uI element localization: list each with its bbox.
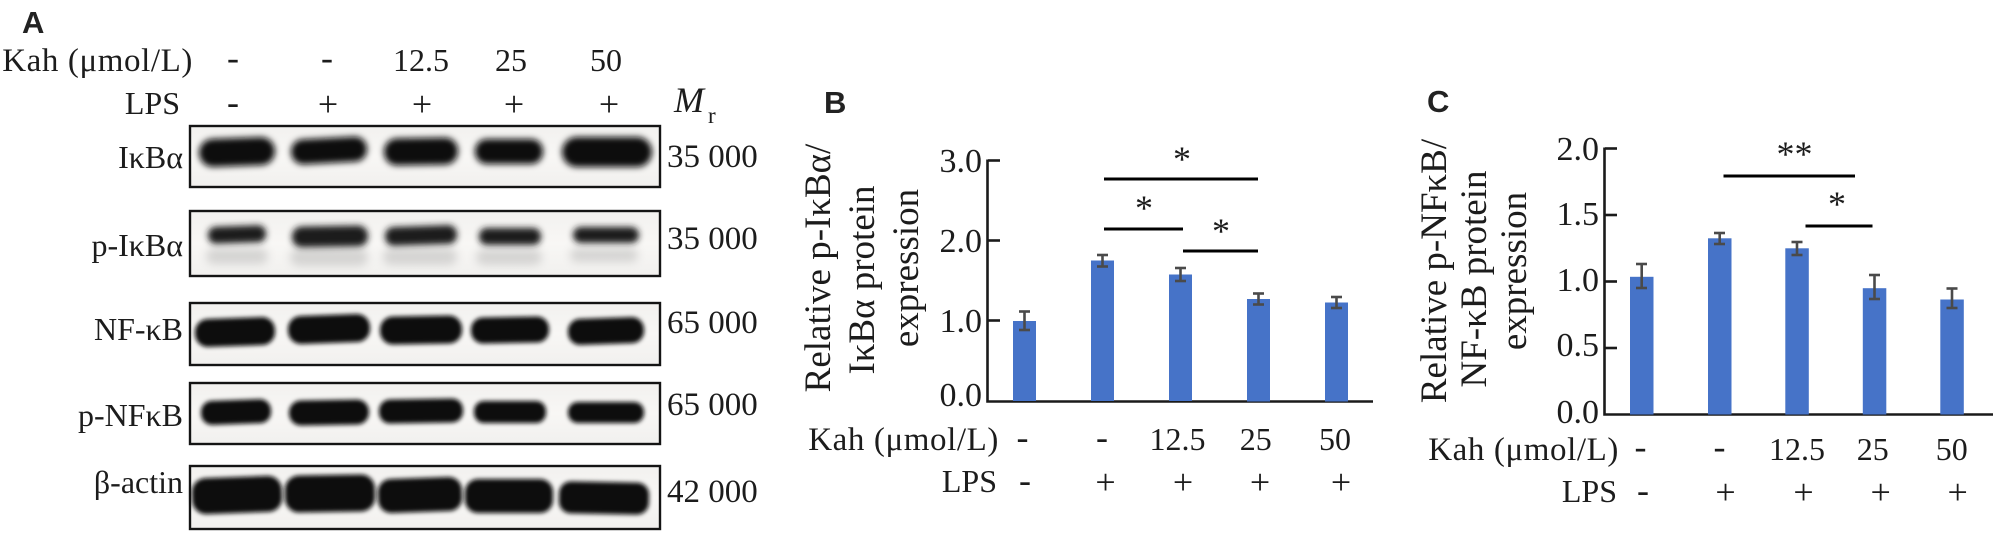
svg-text:-: - <box>1019 460 1031 500</box>
svg-text:12.5: 12.5 <box>1769 431 1825 467</box>
svg-text:25: 25 <box>1857 431 1889 467</box>
svg-text:1.0: 1.0 <box>1557 262 1600 299</box>
svg-text:3.0: 3.0 <box>940 143 983 180</box>
svg-text:0.0: 0.0 <box>940 377 983 414</box>
svg-text:+: + <box>1948 472 1968 512</box>
svg-text:Relative p-NFκB/: Relative p-NFκB/ <box>1414 138 1455 403</box>
svg-text:65 000: 65 000 <box>667 305 758 341</box>
svg-text:0.5: 0.5 <box>1557 327 1600 364</box>
svg-text:35 000: 35 000 <box>667 221 758 257</box>
svg-text:+: + <box>412 84 432 124</box>
svg-text:-: - <box>1635 427 1647 467</box>
svg-text:IκBα protein: IκBα protein <box>842 185 883 374</box>
svg-text:M: M <box>673 80 706 120</box>
svg-text:p-IκBα: p-IκBα <box>91 227 183 263</box>
svg-text:-: - <box>1096 417 1108 457</box>
svg-text:0.0: 0.0 <box>1557 394 1600 431</box>
svg-text:LPS: LPS <box>942 463 997 499</box>
svg-text:42 000: 42 000 <box>667 474 758 510</box>
svg-text:1.0: 1.0 <box>940 303 983 340</box>
svg-text:NF-κB: NF-κB <box>94 311 183 347</box>
svg-text:β-actin: β-actin <box>94 464 183 500</box>
svg-text:50: 50 <box>1936 431 1968 467</box>
svg-text:+: + <box>1870 472 1890 512</box>
svg-text:*: * <box>1173 139 1191 179</box>
svg-text:-: - <box>1714 427 1726 467</box>
svg-text:50: 50 <box>590 42 622 78</box>
svg-text:-: - <box>227 38 239 78</box>
svg-text:+: + <box>1095 462 1115 502</box>
svg-text:2.0: 2.0 <box>940 223 983 260</box>
svg-text:expression: expression <box>886 189 927 347</box>
svg-text:+: + <box>1715 472 1735 512</box>
svg-text:50: 50 <box>1319 421 1351 457</box>
svg-text:+: + <box>599 84 619 124</box>
svg-text:+: + <box>1250 462 1270 502</box>
svg-text:+: + <box>318 84 338 124</box>
svg-text:p-NFκB: p-NFκB <box>78 397 183 433</box>
svg-text:expression: expression <box>1494 192 1535 350</box>
svg-text:+: + <box>504 84 524 124</box>
svg-text:*: * <box>1135 188 1153 228</box>
svg-text:Kah (μmol/L): Kah (μmol/L) <box>808 422 999 458</box>
svg-text:NF-κB protein: NF-κB protein <box>1454 171 1495 388</box>
svg-text:+: + <box>1173 462 1193 502</box>
svg-text:Relative p-IκBα/: Relative p-IκBα/ <box>798 143 839 392</box>
svg-text:-: - <box>1017 417 1029 457</box>
svg-text:25: 25 <box>1240 421 1272 457</box>
svg-text:Kah (μmol/L): Kah (μmol/L) <box>1428 432 1619 468</box>
svg-text:2.0: 2.0 <box>1557 131 1600 168</box>
svg-text:C: C <box>1427 84 1449 119</box>
svg-text:*: * <box>1828 184 1846 224</box>
svg-text:*: * <box>1212 211 1230 251</box>
svg-text:25: 25 <box>495 42 527 78</box>
svg-text:LPS: LPS <box>125 85 180 121</box>
svg-text:-: - <box>321 38 333 78</box>
svg-text:12.5: 12.5 <box>393 42 449 78</box>
svg-text:1.5: 1.5 <box>1557 196 1600 233</box>
svg-text:-: - <box>227 82 239 122</box>
svg-text:Kah (μmol/L): Kah (μmol/L) <box>2 43 193 79</box>
svg-text:-: - <box>1637 470 1649 510</box>
svg-text:IκBα: IκBα <box>118 139 183 175</box>
svg-text:65 000: 65 000 <box>667 387 758 423</box>
svg-text:r: r <box>708 103 716 128</box>
svg-text:**: ** <box>1777 134 1813 174</box>
svg-text:+: + <box>1793 472 1813 512</box>
svg-text:LPS: LPS <box>1562 473 1617 509</box>
svg-text:B: B <box>824 85 846 120</box>
svg-text:12.5: 12.5 <box>1150 421 1206 457</box>
svg-text:A: A <box>22 5 44 40</box>
svg-text:+: + <box>1331 462 1351 502</box>
svg-text:35 000: 35 000 <box>667 139 758 175</box>
